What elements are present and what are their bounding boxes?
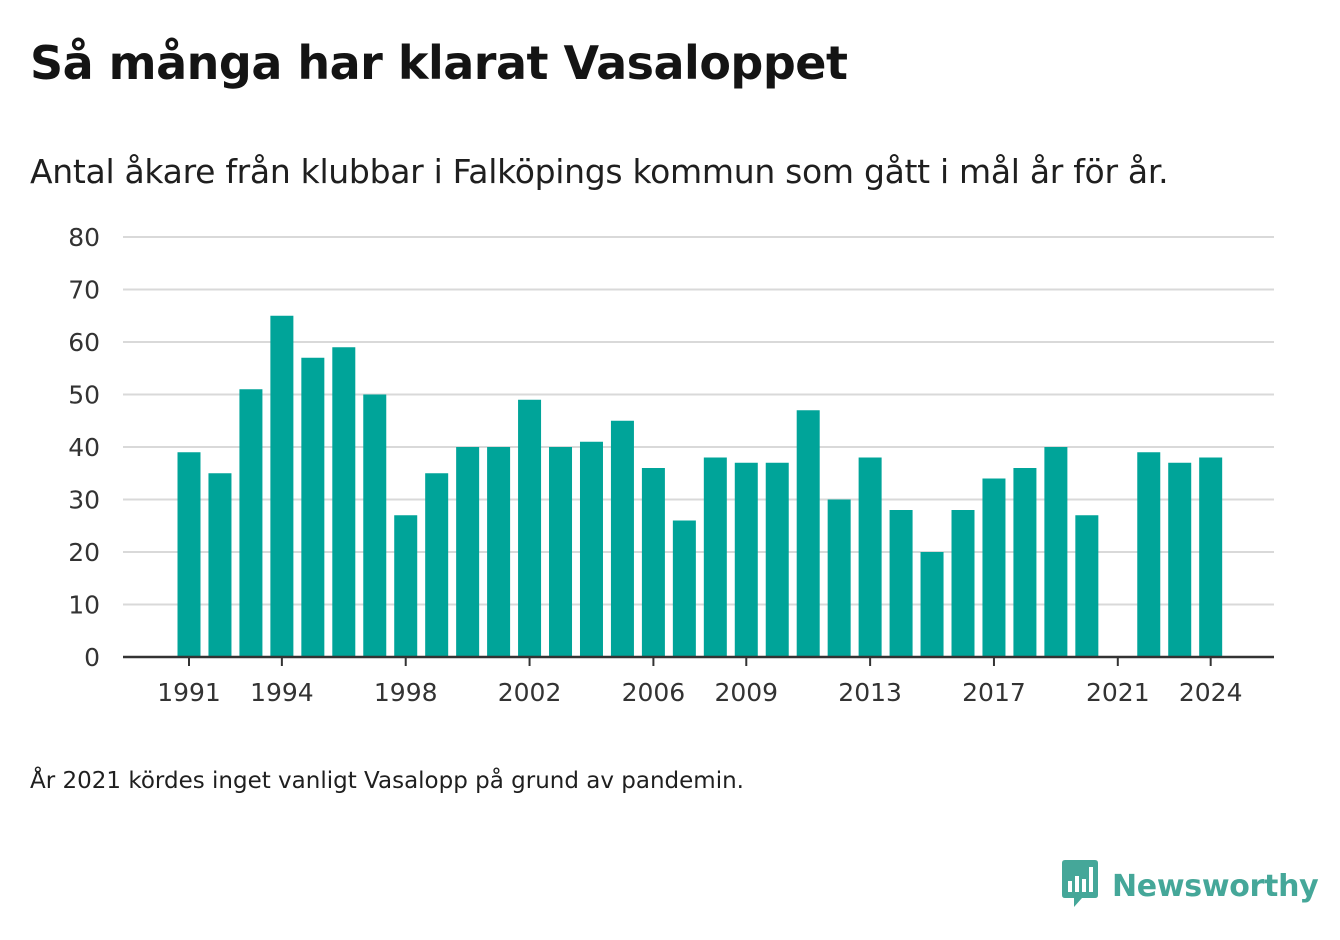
x-axis xyxy=(123,655,1274,666)
x-tick-label: 2013 xyxy=(838,678,902,707)
bar-2017 xyxy=(982,478,1006,657)
bar-1991 xyxy=(177,452,201,657)
newsworthy-logo-icon xyxy=(1060,859,1100,913)
bar-2022 xyxy=(1137,452,1161,657)
x-tick-label: 2002 xyxy=(498,678,562,707)
y-tick-label: 0 xyxy=(84,643,100,672)
x-tick-label: 1998 xyxy=(374,678,438,707)
bar-2012 xyxy=(827,499,851,657)
y-tick-label: 30 xyxy=(68,486,100,515)
bar-1995 xyxy=(301,357,325,657)
bar-2011 xyxy=(796,410,820,657)
bar-2004 xyxy=(579,441,603,657)
bar-2005 xyxy=(610,420,634,657)
x-tick-label: 2024 xyxy=(1179,678,1243,707)
x-tick-label: 1994 xyxy=(250,678,314,707)
bar-1997 xyxy=(363,394,387,657)
bar-2006 xyxy=(641,468,665,657)
bar-1992 xyxy=(208,473,232,657)
x-axis-labels: 1991 1994 1998 2002 2006 2009 2013 2017 2021 2024 xyxy=(157,678,1242,707)
x-tick-label: 1991 xyxy=(157,678,221,707)
bar-2023 xyxy=(1168,462,1192,657)
y-tick-label: 80 xyxy=(68,223,100,252)
bar-2001 xyxy=(487,447,511,657)
bar-2014 xyxy=(889,510,913,657)
x-tick-label: 2017 xyxy=(962,678,1026,707)
brand-name: Newsworthy xyxy=(1112,868,1319,904)
bar-2016 xyxy=(951,510,975,657)
x-tick-label: 2009 xyxy=(714,678,778,707)
y-tick-label: 10 xyxy=(68,591,100,620)
footnote: År 2021 kördes inget vanligt Vasalopp på… xyxy=(30,768,744,794)
chart-title: Så många har klarat Vasaloppet xyxy=(30,36,848,90)
y-tick-label: 70 xyxy=(68,276,100,305)
bar-2013 xyxy=(858,457,882,657)
bar-2010 xyxy=(765,462,789,657)
bar-2019 xyxy=(1044,447,1068,657)
bar-2018 xyxy=(1013,468,1037,657)
bars xyxy=(177,315,1223,657)
x-tick-label: 2006 xyxy=(622,678,686,707)
bar-2002 xyxy=(518,399,542,657)
y-axis-labels: 0 10 20 30 40 50 60 70 80 xyxy=(68,223,100,672)
y-tick-label: 40 xyxy=(68,433,100,462)
bar-2020 xyxy=(1075,515,1099,657)
bar-2009 xyxy=(734,462,758,657)
bar-1993 xyxy=(239,389,263,657)
x-tick-label: 2021 xyxy=(1086,678,1150,707)
bar-1996 xyxy=(332,347,356,657)
bar-2007 xyxy=(672,520,696,657)
gridlines xyxy=(123,236,1274,606)
bar-1994 xyxy=(270,315,294,657)
bar-1998 xyxy=(394,515,418,657)
y-tick-label: 60 xyxy=(68,328,100,357)
bar-1999 xyxy=(425,473,449,657)
bar-2003 xyxy=(549,447,573,657)
bar-2015 xyxy=(920,552,944,657)
chart-subtitle: Antal åkare från klubbar i Falköpings ko… xyxy=(30,152,1169,191)
bar-2008 xyxy=(703,457,727,657)
newsworthy-brand[interactable]: Newsworthy xyxy=(1060,859,1319,913)
y-tick-label: 20 xyxy=(68,538,100,567)
bar-chart: 0 10 20 30 40 50 60 70 80 1991 1994 1998 2002 2006 20… xyxy=(68,223,1274,707)
bar-2024 xyxy=(1199,457,1223,657)
y-tick-label: 50 xyxy=(68,381,100,410)
bar-2000 xyxy=(456,447,480,657)
